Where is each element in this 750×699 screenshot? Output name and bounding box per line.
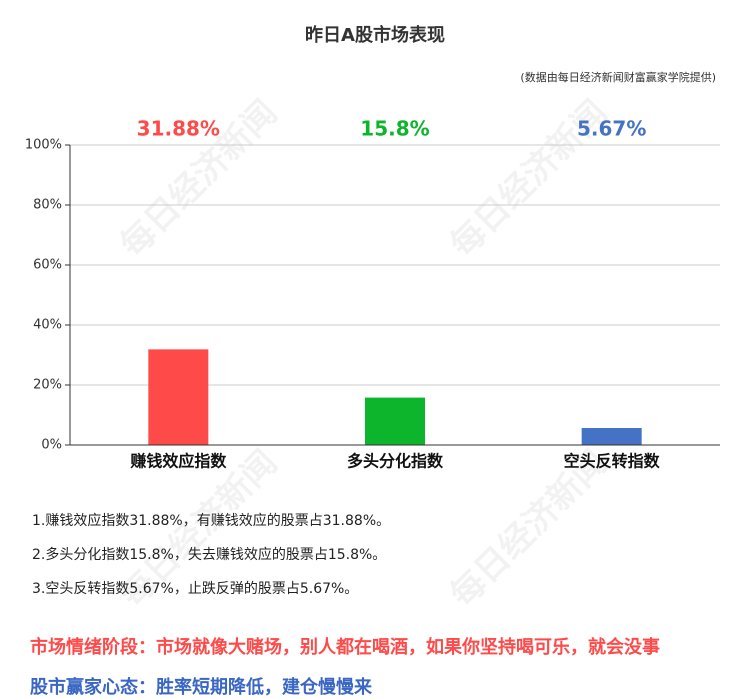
y-tick-label: 100% — [25, 138, 62, 153]
bar — [581, 427, 642, 445]
chart-title: 昨日A股市场表现 — [305, 24, 445, 46]
y-tick-label: 20% — [33, 378, 62, 393]
value-label: 15.8% — [360, 117, 429, 141]
chart-subtitle: (数据由每日经济新闻财富赢家学院提供) — [520, 70, 716, 84]
highlight: 股市赢家心态：胜率短期降低，建仓慢慢来 — [29, 676, 373, 698]
note: 1.赚钱效应指数31.88%，有赚钱效应的股票占31.88%。 — [32, 512, 390, 529]
x-tick-label: 多头分化指数 — [347, 452, 444, 471]
y-tick-label: 80% — [33, 198, 62, 213]
highlight: 市场情绪阶段：市场就像大赌场，别人都在喝酒，如果你坚持喝可乐，就会没事 — [30, 636, 660, 658]
note: 2.多头分化指数15.8%，失去赚钱效应的股票占15.8%。 — [32, 546, 386, 563]
y-tick-label: 40% — [33, 318, 62, 333]
value-label: 5.67% — [577, 117, 646, 141]
note: 3.空头反转指数5.67%，止跌反弹的股票占5.67%。 — [32, 581, 358, 597]
y-tick-label: 60% — [33, 258, 62, 273]
x-tick-label: 空头反转指数 — [564, 452, 661, 471]
value-label: 31.88% — [137, 117, 220, 141]
bar — [148, 349, 209, 445]
x-tick-label: 赚钱效应指数 — [129, 452, 227, 471]
y-tick-label: 0% — [41, 438, 62, 453]
bar — [365, 397, 425, 445]
